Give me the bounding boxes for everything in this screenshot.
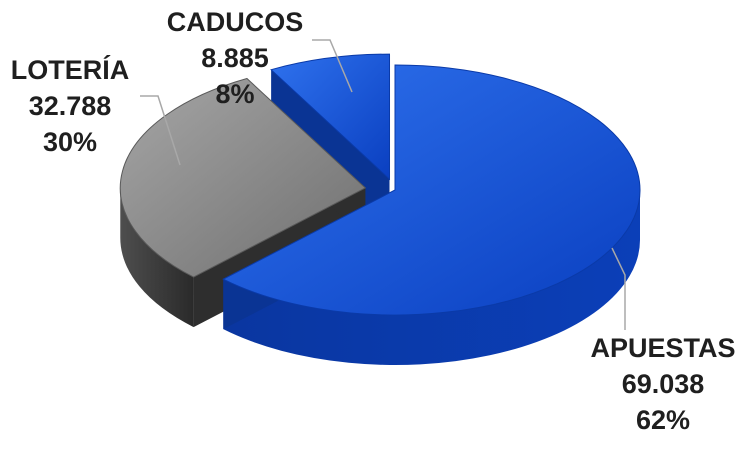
pie-slice-apuestas xyxy=(222,64,641,365)
slice-value-caducos: 8.885 xyxy=(201,43,269,73)
slice-percent-caducos: 8% xyxy=(215,79,255,109)
leader-line-apuestas xyxy=(611,247,626,330)
leader-line-caducos xyxy=(312,39,353,93)
pie-slice-side-apuestas xyxy=(223,190,641,365)
slice-label-loteria: LOTERÍA 32.788 30% xyxy=(0,52,140,160)
pie-slice-top-loteria xyxy=(119,77,367,278)
slice-value-apuestas: 69.038 xyxy=(621,369,705,399)
pie-slice-top-apuestas xyxy=(222,64,641,316)
slice-percent-loteria: 30% xyxy=(42,127,98,157)
leader-line-loteria xyxy=(140,95,181,166)
slice-category-caducos: CADUCOS xyxy=(166,7,304,37)
slice-label-apuestas: APUESTAS 69.038 62% xyxy=(588,330,738,438)
pie-slice-top-caducos xyxy=(270,53,391,181)
slice-category-apuestas: APUESTAS xyxy=(590,333,736,363)
slice-percent-apuestas: 62% xyxy=(635,405,691,435)
slice-value-loteria: 32.788 xyxy=(28,91,112,121)
pie-slice-side-loteria xyxy=(120,187,194,328)
slice-label-caducos: CADUCOS 8.885 8% xyxy=(150,4,320,112)
slice-category-loteria: LOTERÍA xyxy=(10,55,130,85)
